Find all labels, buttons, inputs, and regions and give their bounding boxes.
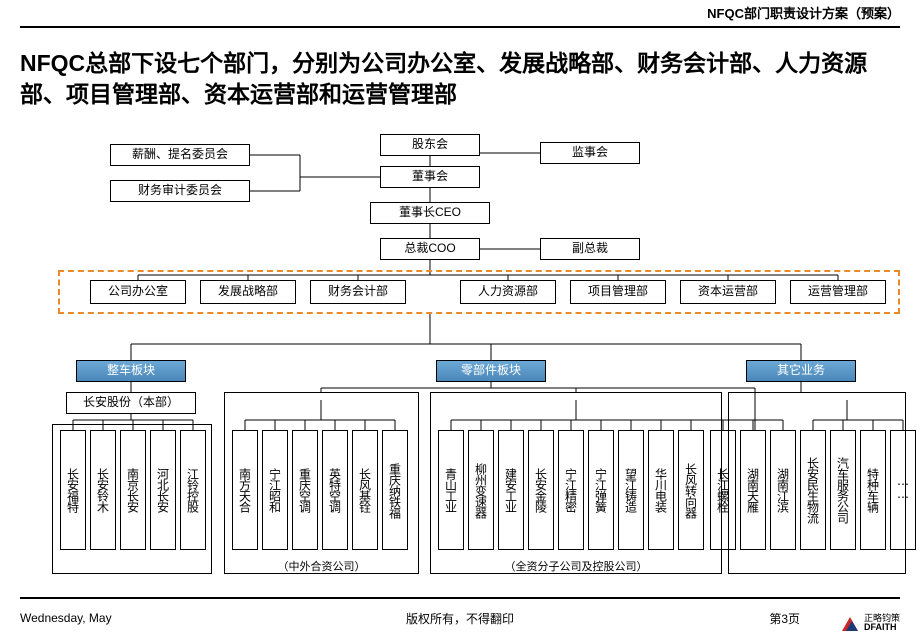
org-box-audit_comm: 财务审计委员会	[110, 180, 250, 202]
logo-text: 正略钧策 DFAITH	[864, 614, 900, 632]
header-text: NFQC部门职责设计方案（预案）	[707, 3, 920, 22]
footer-page: 第3页	[769, 610, 800, 627]
group-outline-3	[728, 392, 906, 574]
dept-box-4: 项目管理部	[570, 280, 666, 304]
org-box-chairman: 董事长CEO	[370, 202, 490, 224]
footer-copyright: 版权所有，不得翻印	[406, 610, 514, 627]
header-rule	[20, 26, 900, 28]
sector-box-0: 整车板块	[76, 360, 186, 382]
dept-box-0: 公司办公室	[90, 280, 186, 304]
hq-box: 长安股份（本部）	[66, 392, 196, 414]
org-box-shareholders: 股东会	[380, 134, 480, 156]
group-outline-1	[224, 392, 419, 574]
org-box-supervisors: 监事会	[540, 142, 640, 164]
footer-date: Wednesday, May	[20, 611, 112, 625]
sector-box-2: 其它业务	[746, 360, 856, 382]
org-box-president: 总裁COO	[380, 238, 480, 260]
group-outline-0	[52, 424, 212, 574]
page-title: NFQC总部下设七个部门，分别为公司办公室、发展战略部、财务会计部、人力资源部、…	[20, 48, 900, 110]
dept-box-5: 资本运营部	[680, 280, 776, 304]
org-chart: 股东会 监事会 薪酬、提名委员会财务审计委员会 董事会董事长CEO 总裁COO 副总裁 公…	[0, 130, 920, 590]
sector-box-1: 零部件板块	[436, 360, 546, 382]
org-box-board: 董事会	[380, 166, 480, 188]
footer: Wednesday, May 版权所有，不得翻印 第3页 正略钧策 DFAITH	[0, 599, 920, 637]
dept-box-3: 人力资源部	[460, 280, 556, 304]
logo-en: DFAITH	[864, 623, 900, 632]
org-box-vice_pres: 副总裁	[540, 238, 640, 260]
group-label-0: （中外合资公司）	[224, 558, 419, 574]
group-label-1: （全资分子公司及控股公司）	[430, 558, 722, 574]
logo-icon	[840, 613, 860, 633]
org-box-comp_comm: 薪酬、提名委员会	[110, 144, 250, 166]
logo: 正略钧策 DFAITH	[840, 613, 900, 633]
dept-box-1: 发展战略部	[200, 280, 296, 304]
dept-box-2: 财务会计部	[310, 280, 406, 304]
dept-box-6: 运营管理部	[790, 280, 886, 304]
group-outline-2	[430, 392, 722, 574]
